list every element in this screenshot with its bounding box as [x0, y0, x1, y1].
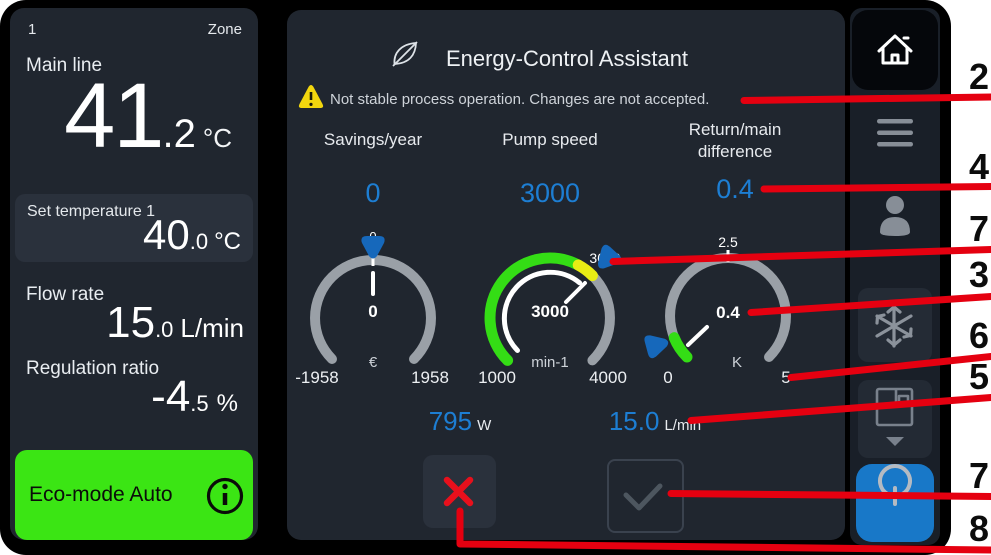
- flow-display-unit: L/min: [664, 417, 702, 434]
- gauge-pump-marker-tick: 3000: [589, 250, 621, 266]
- power-consumption-value: 795 W: [405, 406, 515, 437]
- zone-label: Zone: [207, 21, 242, 38]
- main-line-label: Main line: [26, 55, 103, 76]
- regulation-ratio-value: -4 .5 %: [151, 375, 238, 419]
- power-button[interactable]: [856, 464, 934, 542]
- gauge-savings-title: Savings/year: [323, 130, 423, 149]
- gauge-savings-center-value: 0: [368, 302, 378, 321]
- gauge-pump-max: 4000: [589, 368, 627, 387]
- callout-number-4: 4: [968, 146, 989, 187]
- user-button[interactable]: [868, 190, 922, 252]
- set-temp-int: 40: [142, 211, 190, 258]
- set-temp-dec: .0: [189, 229, 209, 254]
- zone-panel: 1 Zone Main line 41 .2 °C Set temperatur…: [10, 8, 258, 540]
- gauge-pump-center-value: 3000: [531, 302, 569, 321]
- flow-unit: L/min: [180, 313, 244, 343]
- main-line-value: 41 .2 °C: [64, 68, 232, 165]
- zone-layout-button[interactable]: [858, 380, 932, 458]
- defrost-button[interactable]: [858, 288, 932, 362]
- callout-number-5: 5: [968, 356, 989, 397]
- flow-int: 15: [106, 298, 156, 347]
- main-line-dec: .2: [162, 112, 196, 156]
- sidebar: [850, 8, 940, 545]
- flow-rate-label: Flow rate: [26, 284, 105, 305]
- gauge-savings-max: 1958: [411, 368, 449, 387]
- menu-button[interactable]: [868, 112, 922, 166]
- energy-control-assistant-panel: Energy-Control Assistant Not stable proc…: [287, 10, 845, 540]
- gauge-return-max: 5: [781, 368, 791, 387]
- gauge-savings-top-tick: 0: [369, 229, 377, 244]
- gauge-return-title-line2: difference: [697, 142, 773, 161]
- regulation-ratio-label: Regulation ratio: [26, 358, 160, 379]
- home-button[interactable]: [852, 10, 938, 90]
- eco-mode-button[interactable]: Eco-mode Auto: [15, 450, 253, 540]
- main-line-unit: °C: [202, 123, 232, 153]
- callout-number-6: 6: [968, 315, 989, 356]
- reject-button[interactable]: [423, 455, 496, 528]
- gauge-return-value: 0.4: [716, 174, 754, 204]
- power-number: 795: [428, 406, 473, 436]
- callout-number-2: 2: [968, 56, 989, 97]
- reg-int: -4: [151, 372, 191, 421]
- flow-number: 15.0: [608, 406, 660, 436]
- gauge-pump-value: 3000: [519, 178, 581, 208]
- flow-display-value: 15.0 L/min: [585, 406, 725, 437]
- gauge-return-top-tick: 2.5: [718, 234, 738, 250]
- eco-mode-label: Eco-mode Auto: [29, 483, 173, 506]
- gauge-return-title-line1: Return/main: [688, 120, 782, 139]
- callout-number-7b: 7: [968, 455, 989, 496]
- set-temperature-label: Set temperature 1: [27, 203, 156, 220]
- gauge-return-center-value: 0.4: [716, 303, 740, 322]
- accept-button[interactable]: [607, 459, 684, 533]
- main-line-int: 41: [64, 65, 164, 167]
- gauge-return-unit: K: [731, 354, 742, 371]
- gauge-pump-min: 1000: [478, 368, 516, 387]
- set-temp-unit: °C: [214, 228, 241, 255]
- set-temperature-card[interactable]: Set temperature 1 40 .0 °C: [15, 194, 253, 262]
- set-temperature-value: 40 .0 °C: [143, 214, 241, 256]
- gauge-savings-min: -1958: [295, 368, 339, 387]
- callout-number-7a: 7: [968, 208, 989, 249]
- zone-number: 1: [28, 21, 37, 38]
- callout-number-8: 8: [968, 508, 989, 549]
- gauge-return-min: 0: [663, 368, 673, 387]
- flow-rate-value: 15 .0 L/min: [106, 301, 244, 345]
- power-unit: W: [477, 417, 492, 434]
- reg-unit: %: [216, 390, 238, 417]
- warning-message: Not stable process operation. Changes ar…: [330, 91, 710, 108]
- gauge-pump-title: Pump speed: [502, 130, 598, 149]
- gauge-savings-value: 0: [365, 178, 381, 208]
- callout-number-3: 3: [968, 254, 989, 295]
- panel-title: Energy-Control Assistant: [445, 46, 689, 71]
- flow-dec: .0: [155, 317, 174, 342]
- reg-dec: .5: [190, 391, 209, 416]
